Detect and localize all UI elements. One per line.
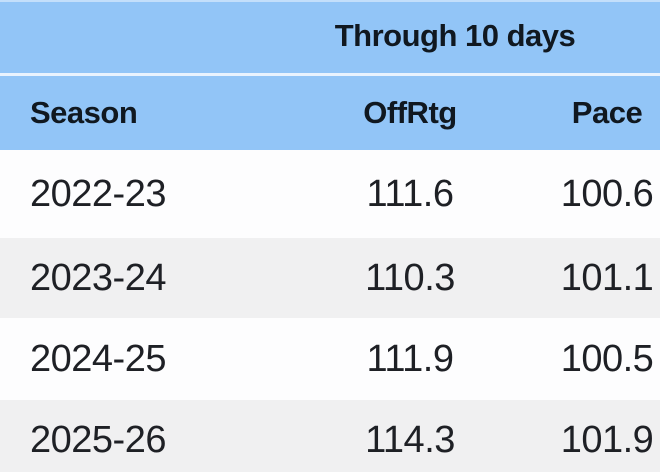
offrtg-cell: 111.9 bbox=[366, 337, 454, 380]
span-header-row: Through 10 days bbox=[0, 0, 660, 76]
span-header-label: Through 10 days bbox=[334, 18, 576, 54]
pace-cell: 100.5 bbox=[560, 337, 654, 380]
season-cell: 2024-25 bbox=[30, 337, 166, 380]
column-header-pace: Pace bbox=[554, 74, 660, 150]
season-cell: 2025-26 bbox=[30, 418, 166, 461]
pace-cell: 100.6 bbox=[560, 172, 654, 215]
offrtg-cell: 114.3 bbox=[365, 418, 455, 461]
column-header-season-label: Season bbox=[30, 94, 138, 130]
pace-cell: 101.9 bbox=[560, 418, 654, 461]
offrtg-cell: 111.6 bbox=[366, 172, 454, 215]
column-header-row: Season OffRtg Pace bbox=[0, 74, 660, 150]
span-header-cell: Through 10 days bbox=[266, 0, 660, 76]
table-row: 2022-23 111.6 100.6 bbox=[0, 150, 660, 238]
pace-cell: 101.1 bbox=[560, 256, 654, 299]
table-row: 2024-25 111.9 100.5 bbox=[0, 318, 660, 400]
column-header-season: Season bbox=[0, 74, 266, 150]
column-header-pace-label: Pace bbox=[571, 94, 643, 130]
span-header-empty-cell bbox=[0, 0, 266, 76]
column-header-offrtg-label: OffRtg bbox=[363, 94, 457, 130]
column-header-offrtg: OffRtg bbox=[266, 74, 554, 150]
table-row: 2025-26 114.3 101.9 bbox=[0, 400, 660, 472]
season-cell: 2022-23 bbox=[30, 172, 166, 215]
table-row: 2023-24 110.3 101.1 bbox=[0, 238, 660, 318]
offrtg-cell: 110.3 bbox=[365, 256, 455, 299]
season-cell: 2023-24 bbox=[30, 256, 166, 299]
